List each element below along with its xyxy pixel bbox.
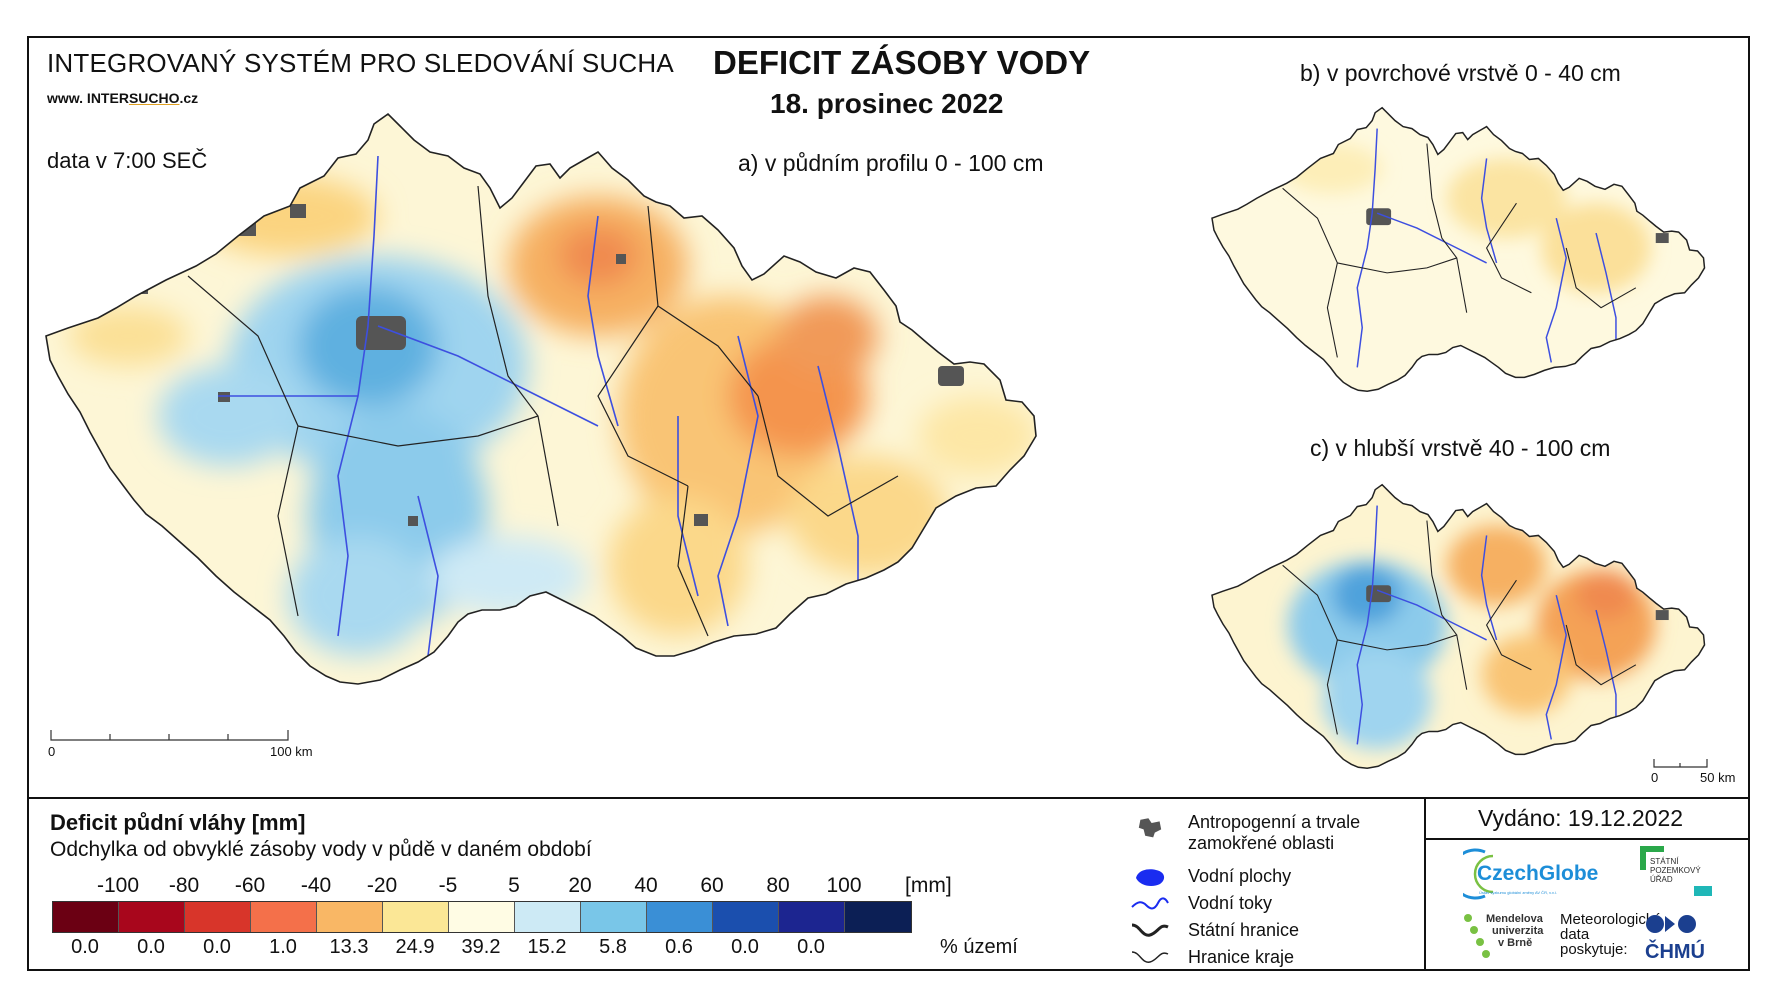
river-label: Vodní toky [1188, 893, 1273, 913]
legend-swatch [581, 902, 647, 932]
legend-swatch [449, 902, 515, 932]
anthropogenic-label-1: Antropogenní a trvale [1188, 812, 1361, 832]
svg-text:ČHMÚ: ČHMÚ [1645, 939, 1705, 963]
svg-text:POZEMKOVÝ: POZEMKOVÝ [1650, 866, 1701, 875]
scale-bar-c [1653, 759, 1708, 768]
svg-text:ÚŘAD: ÚŘAD [1650, 875, 1673, 884]
data-time: data v 7:00 SEČ [47, 148, 208, 173]
legend-tick: 5 [508, 874, 520, 897]
legend-divider [27, 797, 1750, 799]
region-border-icon [1131, 951, 1169, 963]
map-b-title: b) v povrchové vrstvě 0 - 40 cm [1300, 60, 1621, 86]
legend-swatch [647, 902, 713, 932]
map-a-profile-0-100 [45, 113, 1037, 685]
legend-tick: 20 [568, 874, 592, 897]
map-a-title: a) v půdním profilu 0 - 100 cm [738, 150, 1044, 176]
water-body-icon [1136, 869, 1165, 886]
legend-percentage: 0.0 [731, 936, 759, 958]
svg-text:v Brně: v Brně [1498, 937, 1532, 949]
legend-color-scale [52, 901, 912, 933]
issued-divider [1424, 838, 1750, 840]
spu-logo[interactable]: STÁTNÍ POZEMKOVÝ ÚŘAD [1640, 846, 1720, 906]
czechglobe-logo[interactable]: CzechGlobe Ústav výzkumu globální změny … [1463, 844, 1613, 904]
map-c-title: c) v hlubší vrstvě 40 - 100 cm [1310, 435, 1611, 461]
mendel-university-logo[interactable]: Mendelova univerzita v Brně [1460, 908, 1570, 968]
anthropogenic-area-icon [1138, 818, 1162, 838]
legend-tick: -5 [438, 874, 458, 897]
main-title: DEFICIT ZÁSOBY VODY [713, 44, 1091, 81]
legend-swatch [119, 902, 185, 932]
main-date: 18. prosinec 2022 [770, 88, 1004, 119]
legend-percentage: 0.0 [71, 936, 99, 958]
legend-percent-unit: % území [940, 936, 1018, 958]
footer-divider [1424, 797, 1426, 971]
legend-tick: -20 [366, 874, 398, 897]
legend-percentage: 1.0 [269, 936, 297, 958]
legend-percentage: 24.9 [395, 936, 435, 958]
legend-swatch [185, 902, 251, 932]
legend-subtitle: Odchylka od obvyklé zásoby vody v půdě v… [50, 838, 592, 861]
river-icon [1131, 897, 1169, 910]
legend-swatch [713, 902, 779, 932]
system-title: INTEGROVANÝ SYSTÉM PRO SLEDOVÁNÍ SUCHA [47, 48, 674, 78]
met-data-provider-text: Meteorologická data poskytuje: [1560, 911, 1662, 958]
legend-tick: 100 [826, 874, 862, 897]
legend-title: Deficit půdní vláhy [mm] [50, 810, 306, 835]
legend-swatch [53, 902, 119, 932]
map-c-deep-40-100 [1211, 483, 1706, 770]
legend-percentage: 39.2 [461, 936, 501, 958]
legend-percentage: 0.6 [665, 936, 693, 958]
legend-ticks: -100 -80 -60 -40 -20 -5 5 20 40 60 80 100 [52, 874, 932, 900]
legend-percentage: 13.3 [329, 936, 369, 958]
svg-text:Ústav výzkumu globální změny A: Ústav výzkumu globální změny AV ČR, v.v.… [1479, 890, 1557, 895]
legend-percentage: 0.0 [137, 936, 165, 958]
scale-bar-a [50, 730, 289, 741]
issued-date: Vydáno: 19.12.2022 [1478, 805, 1684, 831]
map-b-surface-0-40 [1211, 106, 1706, 393]
anthropogenic-label-2: zamokřené oblasti [1188, 833, 1335, 853]
website-link[interactable]: www. INTERSUCHO.cz [47, 90, 199, 106]
svg-text:STÁTNÍ: STÁTNÍ [1650, 857, 1679, 866]
legend-tick: -40 [300, 874, 332, 897]
legend-swatch [779, 902, 845, 932]
legend-tick: -100 [96, 874, 140, 897]
region-border-label: Hranice kraje [1188, 947, 1295, 967]
state-border-label: Státní hranice [1188, 920, 1300, 940]
legend-tick: 60 [700, 874, 724, 897]
legend-tick: 80 [766, 874, 790, 897]
legend-tick: -60 [234, 874, 266, 897]
legend-swatch [383, 902, 449, 932]
legend-percentage: 0.0 [203, 936, 231, 958]
legend-percentage: 15.2 [527, 936, 567, 958]
legend-swatch [317, 902, 383, 932]
map-frame [27, 36, 1750, 971]
scale-a-zero: 0 [48, 744, 56, 759]
scale-c-zero: 0 [1651, 770, 1659, 785]
legend-swatch [251, 902, 317, 932]
legend-percentage: 5.8 [599, 936, 627, 958]
legend-percentage: 0.0 [797, 936, 825, 958]
chmu-logo[interactable]: ČHMÚ [1643, 910, 1718, 968]
legend-swatch [515, 902, 581, 932]
legend-tick: -80 [168, 874, 200, 897]
water-body-label: Vodní plochy [1188, 866, 1292, 886]
svg-text:Mendelova: Mendelova [1486, 913, 1544, 925]
svg-text:univerzita: univerzita [1492, 925, 1544, 937]
state-border-icon [1131, 923, 1169, 937]
scale-a-end: 100 km [270, 744, 313, 759]
legend-unit: [mm] [905, 874, 952, 897]
scale-c-end: 50 km [1700, 770, 1736, 785]
legend-tick: 40 [634, 874, 658, 897]
legend-swatch [845, 902, 911, 932]
svg-text:CzechGlobe: CzechGlobe [1477, 862, 1598, 885]
